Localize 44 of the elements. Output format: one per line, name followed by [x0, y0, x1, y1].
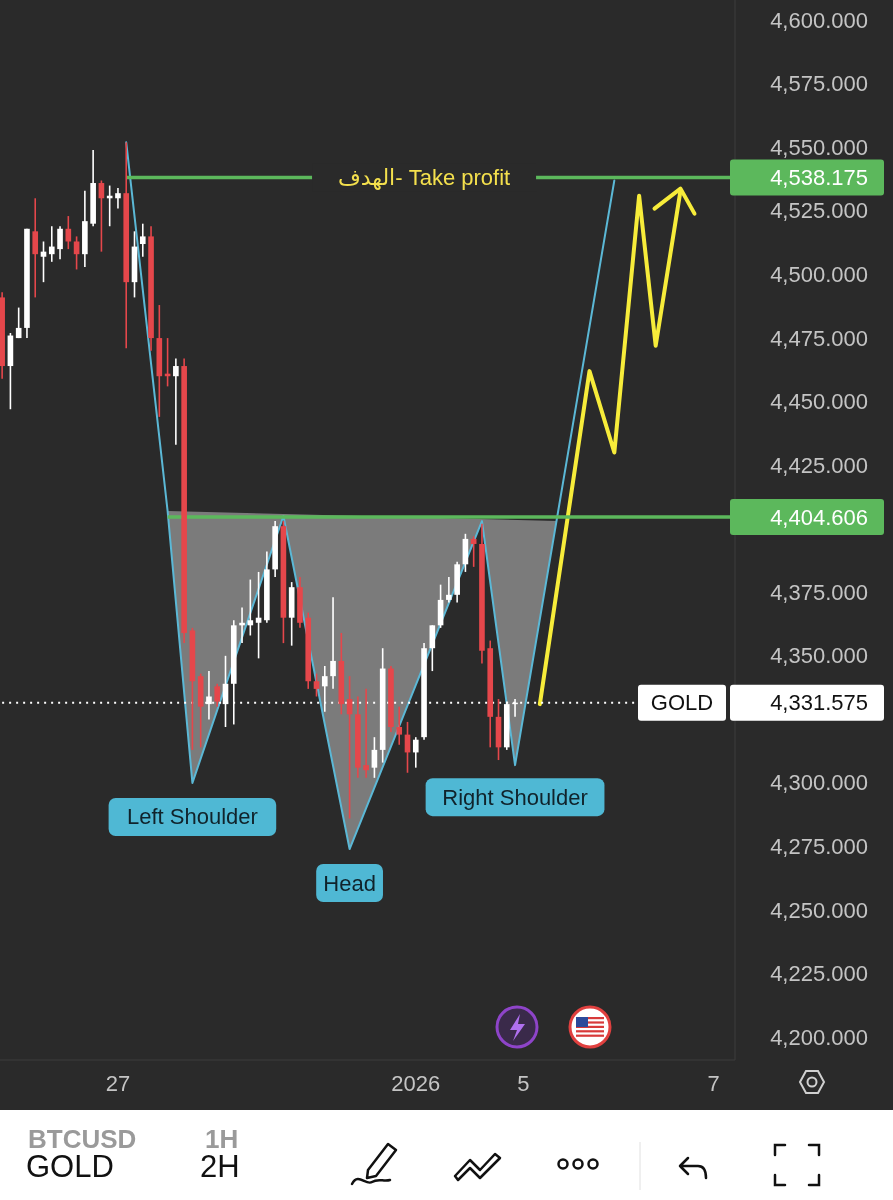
ref-line-label: 4,331.575 [770, 690, 868, 716]
annotation: GOLD [650, 690, 714, 716]
y-tick-label: 4,450.000 [770, 389, 868, 415]
x-tick-label: 5 [517, 1070, 530, 1096]
y-tick-label: 4,350.000 [770, 643, 868, 669]
candlestick [313, 672, 320, 698]
ref-line-label: 4,538.175 [770, 164, 868, 190]
annotation: الهدف- Take profit [337, 164, 511, 190]
candlestick [214, 682, 221, 708]
annotation: Right Shoulder [442, 784, 588, 810]
annotation: Head [323, 870, 376, 896]
candlestick [321, 665, 328, 713]
x-tick-label: 27 [105, 1070, 131, 1096]
candlestick [446, 576, 452, 604]
y-tick-label: 4,300.000 [770, 770, 868, 796]
y-tick-label: 4,500.000 [770, 262, 868, 288]
candlestick [371, 736, 378, 779]
y-tick-label: 4,200.000 [770, 1024, 868, 1050]
candlestick [139, 222, 146, 258]
y-tick-label: 4,550.000 [770, 134, 868, 160]
line-series [125, 141, 616, 851]
candlestick [330, 596, 336, 690]
candlestick [363, 688, 369, 779]
y-tick-label: 4,425.000 [770, 452, 868, 478]
y-tick-label: 4,225.000 [770, 961, 868, 987]
candlestick [396, 705, 403, 746]
candlestick [73, 235, 80, 271]
candlestick [48, 225, 55, 263]
candlestick [32, 197, 39, 299]
ref-line-label: 4,404.606 [770, 504, 868, 530]
annotation: Left Shoulder [126, 804, 258, 830]
y-tick-label: 4,375.000 [770, 579, 868, 605]
x-tick-label: 7 [707, 1070, 720, 1096]
y-tick-label: 4,250.000 [770, 897, 868, 923]
y-tick-label: 4,475.000 [770, 325, 868, 351]
y-tick-label: 4,575.000 [770, 71, 868, 97]
candlestick [115, 187, 121, 210]
candlestick [57, 225, 63, 261]
candlestick [412, 736, 419, 769]
candlestick [173, 357, 179, 446]
y-tick-label: 4,525.000 [770, 198, 868, 224]
y-tick-label: 4,600.000 [770, 7, 868, 33]
x-tick-label: 2026 [391, 1070, 441, 1096]
y-tick-label: 4,275.000 [770, 833, 868, 859]
